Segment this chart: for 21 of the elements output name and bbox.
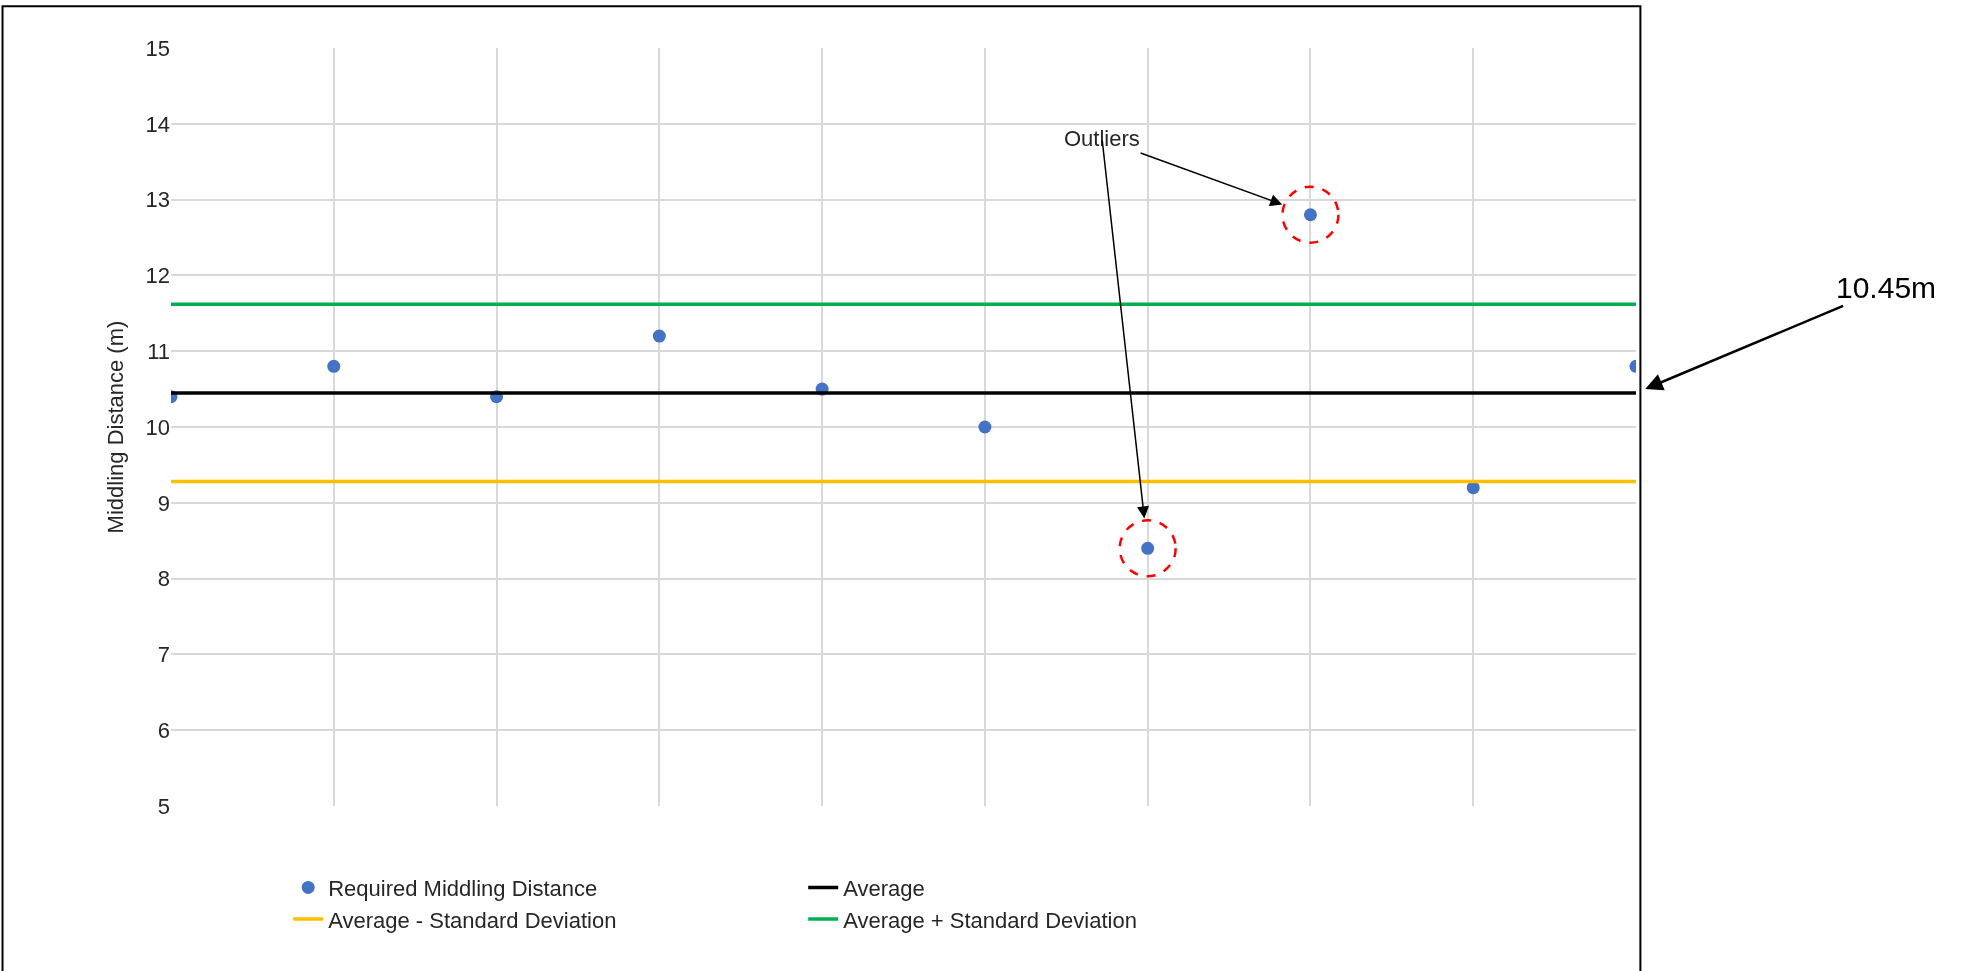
point [327, 359, 341, 373]
y-tick-label: 9 [157, 490, 170, 516]
y-tick-label: 12 [145, 263, 170, 289]
y-tick-label: 15 [145, 35, 170, 61]
y-axis-title: Middling Distance (m) [103, 320, 129, 534]
y-tick-label: 7 [157, 642, 170, 668]
annotation: Outliers [1064, 126, 1140, 151]
text: 10.45m [1836, 271, 1937, 304]
y-tick-label: 14 [145, 111, 170, 137]
y-tick-label: 6 [157, 717, 170, 743]
y-tick-label: 13 [145, 187, 170, 213]
legend-label: Average - Standard Deviation [328, 907, 617, 933]
point [652, 329, 666, 343]
y-tick-label: 5 [157, 793, 170, 819]
y-tick-label: 10 [145, 414, 170, 440]
legend-label: Average [843, 876, 925, 902]
legend-label: Required Middling Distance [328, 876, 598, 902]
point [978, 420, 992, 434]
y-tick-label: 8 [157, 566, 170, 592]
legend-label: Average + Standard Deviation [843, 907, 1137, 933]
y-tick-label: 11 [147, 338, 170, 364]
